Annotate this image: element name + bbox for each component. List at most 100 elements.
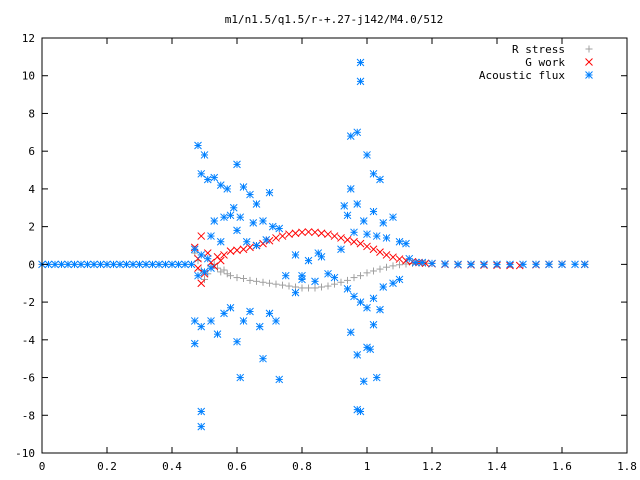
data-point — [356, 58, 365, 67]
data-point — [229, 203, 238, 212]
data-point — [220, 309, 228, 318]
data-point — [122, 260, 131, 269]
data-point — [356, 77, 365, 86]
legend-marker — [585, 71, 593, 79]
series-acoustic-flux — [38, 58, 589, 431]
data-point — [265, 309, 274, 318]
x-tick-label: 1 — [364, 460, 371, 473]
data-point — [272, 280, 280, 288]
data-point — [343, 211, 352, 220]
data-point — [197, 322, 206, 331]
data-point — [370, 267, 377, 275]
data-point — [291, 251, 300, 259]
chart-axes: 0 0.2 0.4 0.6 0.8 1 1.2 1.4 1.6 1.8 -10 -8 -6 -4 -2 0 2 4… — [15, 32, 637, 473]
data-point — [197, 422, 206, 431]
data-point — [379, 219, 388, 227]
data-point — [359, 217, 368, 225]
data-point — [203, 249, 212, 257]
data-point — [220, 251, 228, 259]
data-point — [57, 260, 66, 269]
data-point — [197, 169, 206, 178]
data-point — [207, 264, 215, 272]
data-point — [372, 232, 381, 240]
y-tick-label: -2 — [22, 296, 35, 309]
data-point — [353, 128, 362, 137]
data-point — [210, 173, 219, 182]
data-point — [197, 251, 206, 259]
data-point — [279, 281, 286, 289]
data-point — [200, 151, 209, 159]
data-point — [255, 322, 264, 331]
data-point — [331, 280, 338, 288]
data-point — [428, 259, 436, 268]
data-point — [187, 260, 196, 269]
data-point — [233, 274, 241, 282]
data-point — [285, 230, 293, 239]
data-point — [242, 237, 251, 246]
data-point — [201, 275, 208, 283]
data-point — [168, 260, 176, 269]
data-point — [383, 263, 390, 271]
data-point — [350, 228, 358, 237]
data-point — [259, 217, 267, 225]
data-point — [253, 277, 260, 285]
data-point — [249, 219, 258, 227]
data-point — [272, 317, 280, 325]
data-point — [324, 282, 332, 290]
data-point — [226, 211, 235, 220]
data-point — [96, 260, 105, 269]
data-point — [233, 226, 241, 235]
data-point — [252, 200, 261, 208]
x-tick-label: 1.8 — [617, 460, 637, 473]
data-point — [356, 407, 365, 416]
data-point — [148, 260, 157, 269]
x-tick-label: 1.4 — [487, 460, 507, 473]
data-point — [346, 185, 355, 193]
data-point — [395, 255, 404, 263]
data-point — [382, 234, 391, 242]
data-point — [207, 317, 215, 325]
y-tick-label: 8 — [28, 107, 35, 120]
data-point — [376, 248, 384, 256]
data-point — [418, 258, 427, 267]
data-point — [580, 260, 589, 269]
data-point — [376, 175, 384, 184]
data-point — [317, 229, 326, 238]
data-point — [203, 254, 212, 263]
data-point — [454, 260, 462, 269]
legend-label: G work — [525, 56, 565, 69]
data-point — [259, 354, 267, 363]
data-point — [441, 260, 449, 268]
data-point — [266, 279, 273, 287]
x-tick-label: 0.6 — [227, 460, 247, 473]
data-point — [240, 275, 247, 283]
data-point — [330, 273, 339, 282]
data-point — [411, 258, 420, 267]
y-tick-label: 0 — [28, 258, 35, 271]
data-point — [389, 213, 397, 222]
data-point — [356, 239, 365, 248]
data-point — [194, 271, 202, 280]
data-point — [155, 260, 163, 269]
data-point — [346, 132, 355, 140]
data-point — [558, 260, 566, 269]
data-point — [363, 242, 371, 251]
data-point — [190, 339, 199, 348]
data-point — [506, 260, 514, 269]
data-point — [519, 260, 527, 269]
data-point — [268, 222, 277, 231]
data-point — [135, 260, 144, 269]
data-point — [161, 260, 170, 269]
data-point — [346, 328, 355, 337]
data-point — [318, 283, 325, 291]
data-point — [356, 298, 365, 306]
data-point — [571, 260, 579, 269]
y-tick-label: 10 — [22, 70, 35, 83]
data-point — [70, 260, 79, 269]
data-point — [220, 266, 228, 274]
data-point — [363, 151, 371, 159]
y-tick-label: -4 — [22, 334, 36, 347]
